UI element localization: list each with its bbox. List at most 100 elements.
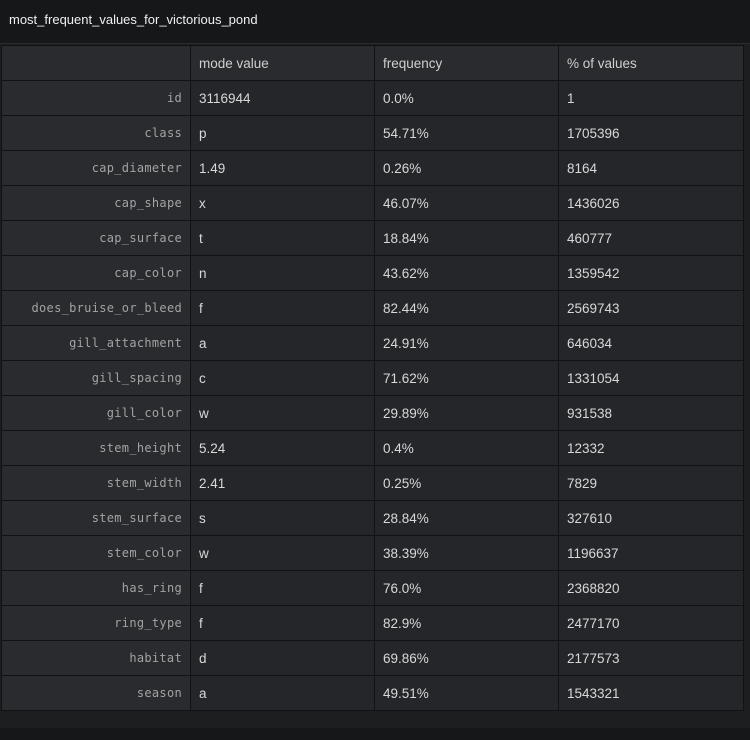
cell-frequency: 38.39% (374, 535, 559, 571)
row-label: gill_color (1, 395, 191, 431)
cell-percent-of-values: 1331054 (558, 360, 744, 396)
cell-mode-value: 3116944 (190, 80, 375, 116)
panel-header: most_frequent_values_for_victorious_pond (0, 0, 750, 44)
row-label: id (1, 80, 191, 116)
row-label: stem_width (1, 465, 191, 501)
cell-frequency: 82.9% (374, 605, 559, 641)
row-label: cap_shape (1, 185, 191, 221)
table-row: cap_surface t 18.84% 460777 (1, 220, 744, 256)
cell-frequency: 71.62% (374, 360, 559, 396)
cell-mode-value: w (190, 535, 375, 571)
cell-mode-value: f (190, 605, 375, 641)
table-row: id 3116944 0.0% 1 (1, 80, 744, 116)
table-row: has_ring f 76.0% 2368820 (1, 570, 744, 606)
table-row: gill_attachment a 24.91% 646034 (1, 325, 744, 361)
row-label: habitat (1, 640, 191, 676)
cell-mode-value: 2.41 (190, 465, 375, 501)
row-label: season (1, 675, 191, 711)
table-row: stem_width 2.41 0.25% 7829 (1, 465, 744, 501)
cell-percent-of-values: 460777 (558, 220, 744, 256)
row-label: does_bruise_or_bleed (1, 290, 191, 326)
cell-percent-of-values: 1196637 (558, 535, 744, 571)
cell-frequency: 49.51% (374, 675, 559, 711)
table-row: class p 54.71% 1705396 (1, 115, 744, 151)
cell-mode-value: w (190, 395, 375, 431)
cell-percent-of-values: 646034 (558, 325, 744, 361)
cell-mode-value: n (190, 255, 375, 291)
cell-mode-value: d (190, 640, 375, 676)
cell-percent-of-values: 1359542 (558, 255, 744, 291)
row-label: gill_attachment (1, 325, 191, 361)
cell-frequency: 18.84% (374, 220, 559, 256)
row-label: stem_height (1, 430, 191, 466)
cell-percent-of-values: 2368820 (558, 570, 744, 606)
cell-frequency: 24.91% (374, 325, 559, 361)
cell-mode-value: t (190, 220, 375, 256)
table-row: cap_diameter 1.49 0.26% 8164 (1, 150, 744, 186)
cell-frequency: 76.0% (374, 570, 559, 606)
header-corner-cell (1, 45, 191, 81)
cell-mode-value: x (190, 185, 375, 221)
cell-percent-of-values: 327610 (558, 500, 744, 536)
cell-percent-of-values: 1 (558, 80, 744, 116)
cell-percent-of-values: 2569743 (558, 290, 744, 326)
frequency-table: mode value frequency % of values id 31169… (1, 45, 744, 711)
cell-mode-value: 5.24 (190, 430, 375, 466)
cell-mode-value: 1.49 (190, 150, 375, 186)
cell-mode-value: s (190, 500, 375, 536)
row-label: cap_color (1, 255, 191, 291)
cell-percent-of-values: 931538 (558, 395, 744, 431)
cell-percent-of-values: 12332 (558, 430, 744, 466)
row-label: cap_surface (1, 220, 191, 256)
cell-percent-of-values: 2477170 (558, 605, 744, 641)
cell-frequency: 46.07% (374, 185, 559, 221)
bottom-strip (0, 728, 750, 740)
row-label: cap_diameter (1, 150, 191, 186)
table-row: cap_shape x 46.07% 1436026 (1, 185, 744, 221)
row-label: has_ring (1, 570, 191, 606)
cell-percent-of-values: 1436026 (558, 185, 744, 221)
table-row: habitat d 69.86% 2177573 (1, 640, 744, 676)
cell-frequency: 0.0% (374, 80, 559, 116)
cell-frequency: 0.25% (374, 465, 559, 501)
cell-frequency: 29.89% (374, 395, 559, 431)
table-row: stem_height 5.24 0.4% 12332 (1, 430, 744, 466)
row-label: class (1, 115, 191, 151)
cell-frequency: 0.26% (374, 150, 559, 186)
row-label: ring_type (1, 605, 191, 641)
table-row: does_bruise_or_bleed f 82.44% 2569743 (1, 290, 744, 326)
row-label: stem_color (1, 535, 191, 571)
table-header-row: mode value frequency % of values (1, 45, 744, 81)
cell-percent-of-values: 1543321 (558, 675, 744, 711)
row-label: gill_spacing (1, 360, 191, 396)
cell-mode-value: c (190, 360, 375, 396)
cell-frequency: 0.4% (374, 430, 559, 466)
cell-frequency: 54.71% (374, 115, 559, 151)
cell-percent-of-values: 8164 (558, 150, 744, 186)
table-row: season a 49.51% 1543321 (1, 675, 744, 711)
cell-mode-value: a (190, 325, 375, 361)
cell-mode-value: p (190, 115, 375, 151)
cell-mode-value: f (190, 570, 375, 606)
table-body: id 3116944 0.0% 1 class p 54.71% 1705396 cap_dia… (1, 80, 744, 711)
cell-frequency: 82.44% (374, 290, 559, 326)
table-row: ring_type f 82.9% 2477170 (1, 605, 744, 641)
column-header-percent-of-values[interactable]: % of values (558, 45, 744, 81)
cell-frequency: 43.62% (374, 255, 559, 291)
table-row: stem_surface s 28.84% 327610 (1, 500, 744, 536)
cell-percent-of-values: 2177573 (558, 640, 744, 676)
table-row: cap_color n 43.62% 1359542 (1, 255, 744, 291)
cell-percent-of-values: 7829 (558, 465, 744, 501)
cell-mode-value: f (190, 290, 375, 326)
cell-percent-of-values: 1705396 (558, 115, 744, 151)
table-row: stem_color w 38.39% 1196637 (1, 535, 744, 571)
cell-mode-value: a (190, 675, 375, 711)
column-header-mode-value[interactable]: mode value (190, 45, 375, 81)
column-header-frequency[interactable]: frequency (374, 45, 559, 81)
cell-frequency: 28.84% (374, 500, 559, 536)
table-row: gill_spacing c 71.62% 1331054 (1, 360, 744, 396)
panel-title: most_frequent_values_for_victorious_pond (9, 12, 258, 27)
cell-frequency: 69.86% (374, 640, 559, 676)
row-label: stem_surface (1, 500, 191, 536)
